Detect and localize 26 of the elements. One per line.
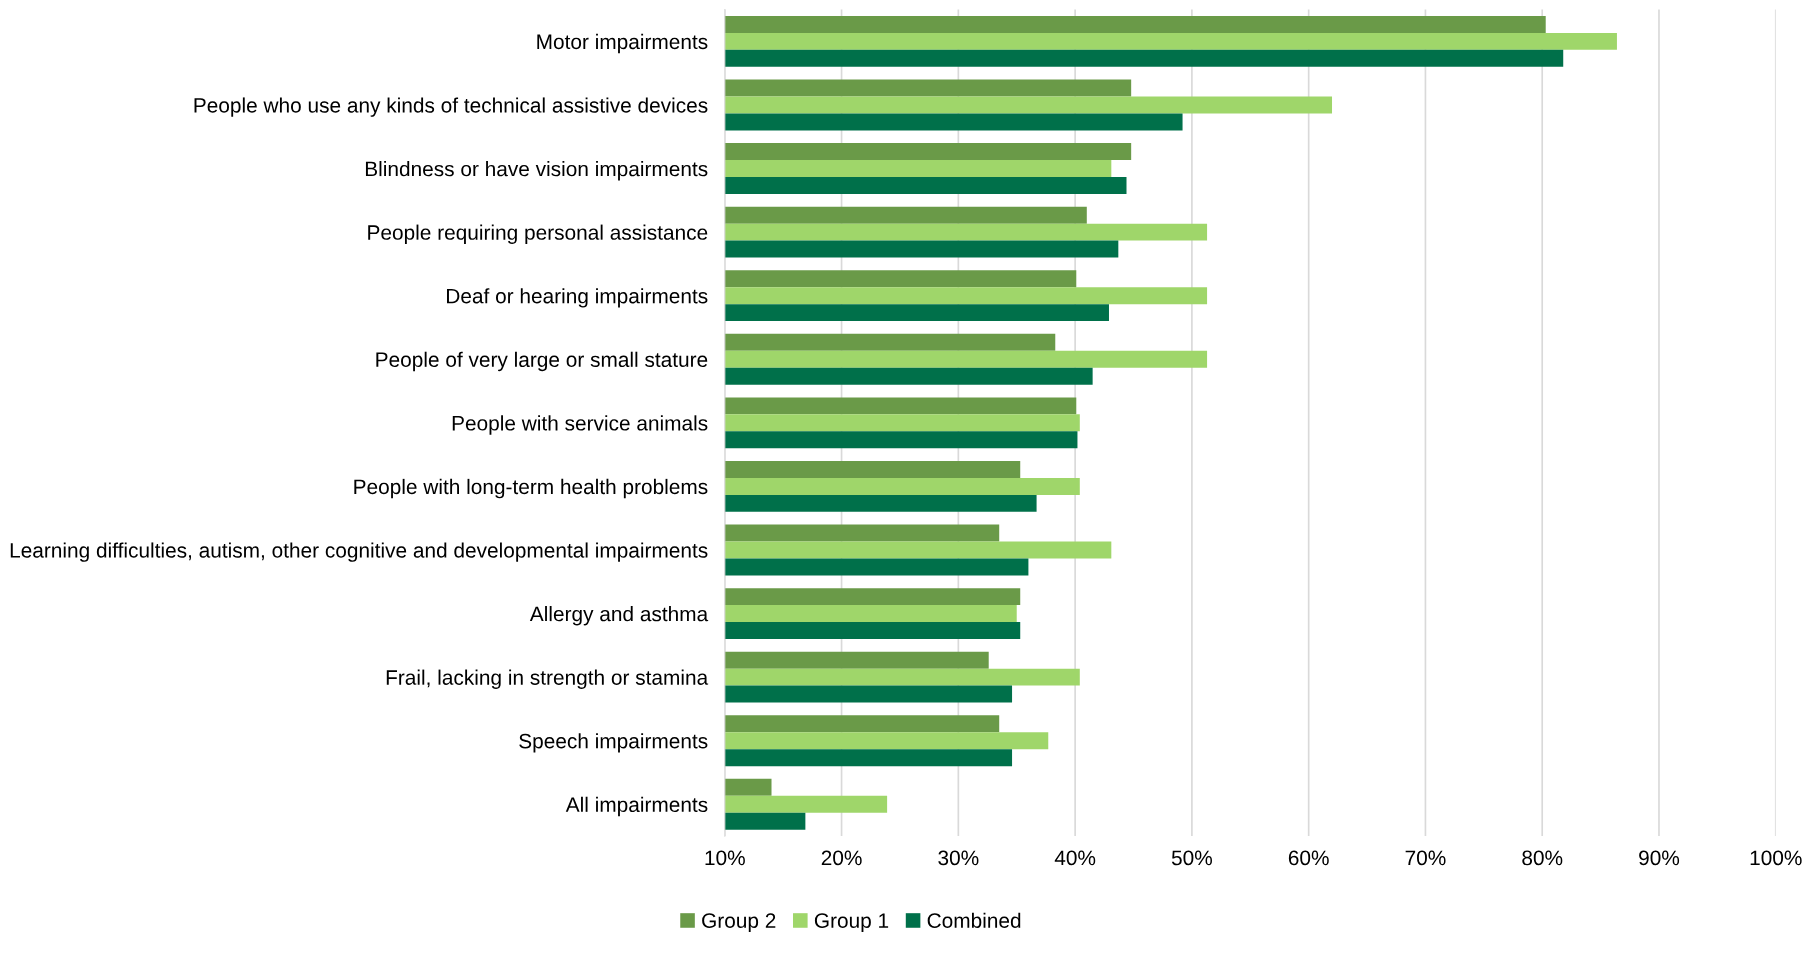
legend-label: Combined bbox=[927, 912, 1021, 928]
x-tick-label: 10% bbox=[705, 850, 745, 866]
y-tick-label: Blindness or have vision impairments bbox=[365, 161, 708, 181]
y-tick-label: Learning difficulties, autism, other cognitive and developmental impairments bbox=[10, 542, 708, 562]
x-tick-label: 40% bbox=[1054, 850, 1096, 866]
y-tick-label: Deaf or hearing impairments bbox=[447, 288, 708, 308]
y-tick-label: People with service animals bbox=[452, 415, 708, 435]
x-tick-label: 50% bbox=[1171, 850, 1212, 866]
y-tick-label: People with long-term health problems bbox=[354, 478, 708, 499]
x-tick-label: 60% bbox=[1288, 850, 1329, 866]
x-tick-label: 30% bbox=[938, 850, 979, 866]
y-tick-label: Speech impairments bbox=[519, 733, 708, 753]
x-tick-label: 20% bbox=[821, 850, 862, 866]
y-tick-label: Motor impairments bbox=[537, 33, 708, 54]
x-tick-label: 70% bbox=[1405, 850, 1446, 866]
y-tick-label: People who use any kinds of technical assistive devices bbox=[194, 97, 708, 117]
y-tick-label: People of very large or small stature bbox=[376, 351, 708, 372]
x-tick-label: 100% bbox=[1750, 850, 1802, 866]
legend-label: Group 2 bbox=[702, 913, 776, 933]
x-tick-label: 90% bbox=[1639, 850, 1680, 866]
legend-label: Group 1 bbox=[814, 913, 889, 933]
y-tick-label: People requiring personal assistance bbox=[368, 224, 708, 244]
y-tick-label: Frail, lacking in strength or stamina bbox=[386, 669, 709, 690]
y-tick-label: All impairments bbox=[565, 796, 708, 817]
x-tick-label: 80% bbox=[1522, 850, 1563, 866]
y-tick-label: Allergy and asthma bbox=[529, 606, 709, 626]
